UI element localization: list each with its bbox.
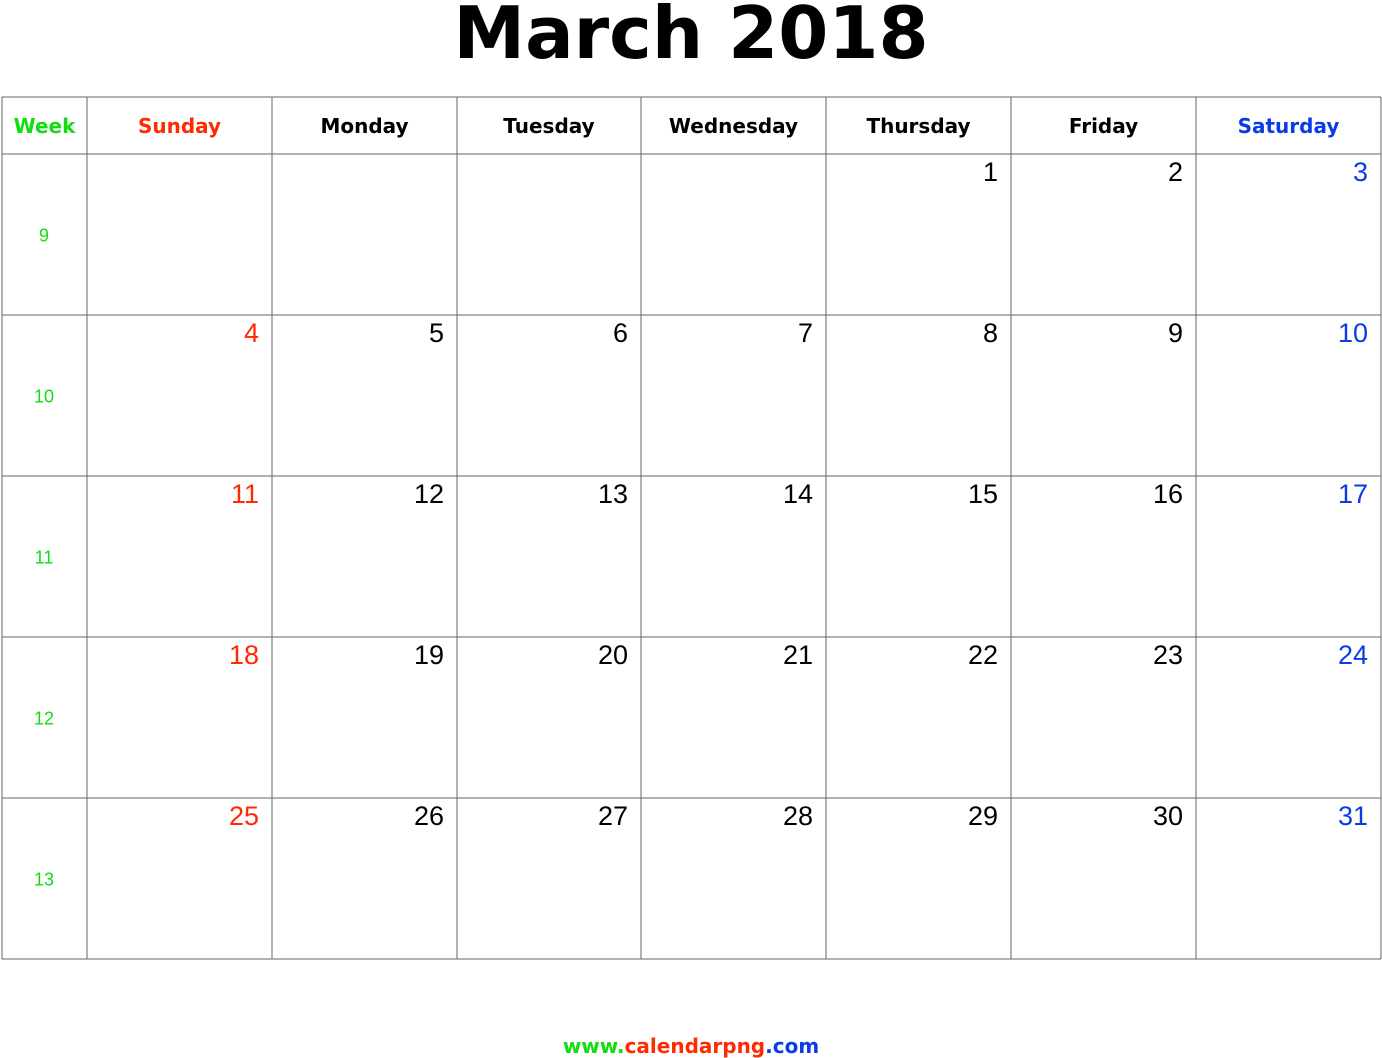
day-number: 1 — [983, 157, 998, 187]
day-number: 11 — [231, 479, 259, 509]
day-number: 2 — [1168, 157, 1183, 187]
week-number: 10 — [34, 387, 54, 407]
day-number: 19 — [414, 640, 444, 670]
day-number: 30 — [1153, 801, 1183, 831]
day-number: 24 — [1338, 640, 1368, 670]
day-number: 18 — [229, 640, 259, 670]
day-number: 31 — [1338, 801, 1368, 831]
column-header: Sunday — [138, 114, 221, 138]
column-header: Saturday — [1238, 114, 1340, 138]
day-number: 4 — [244, 318, 259, 348]
day-number: 12 — [414, 479, 444, 509]
day-number: 22 — [968, 640, 998, 670]
column-header: Monday — [320, 114, 408, 138]
day-number: 14 — [783, 479, 813, 509]
week-number: 11 — [35, 548, 54, 568]
day-number: 15 — [968, 479, 998, 509]
footer-part: calendarpng — [625, 1034, 766, 1058]
day-number: 8 — [983, 318, 998, 348]
footer-url: www.calendarpng.com — [563, 1034, 819, 1058]
day-number: 17 — [1338, 479, 1368, 509]
column-header: Tuesday — [503, 114, 594, 138]
footer-part: www. — [563, 1034, 625, 1058]
day-number: 6 — [613, 318, 628, 348]
calendar-title: March 2018 — [453, 0, 928, 75]
week-number: 13 — [34, 870, 54, 890]
week-number: 9 — [39, 226, 49, 246]
day-number: 9 — [1168, 318, 1183, 348]
day-number: 5 — [429, 318, 444, 348]
day-number: 23 — [1153, 640, 1183, 670]
day-number: 10 — [1338, 318, 1368, 348]
column-header: Friday — [1069, 114, 1138, 138]
day-number: 16 — [1153, 479, 1183, 509]
day-number: 20 — [598, 640, 628, 670]
day-number: 28 — [783, 801, 813, 831]
day-number: 27 — [598, 801, 628, 831]
column-header: Thursday — [866, 114, 970, 138]
column-header: Week — [14, 114, 76, 138]
day-number: 26 — [414, 801, 444, 831]
day-number: 29 — [968, 801, 998, 831]
day-number: 25 — [229, 801, 259, 831]
day-number: 13 — [598, 479, 628, 509]
column-header: Wednesday — [669, 114, 798, 138]
day-number: 3 — [1353, 157, 1368, 187]
footer-part: .com — [765, 1034, 819, 1058]
day-number: 21 — [783, 640, 813, 670]
day-number: 7 — [798, 318, 813, 348]
week-number: 12 — [34, 709, 54, 729]
